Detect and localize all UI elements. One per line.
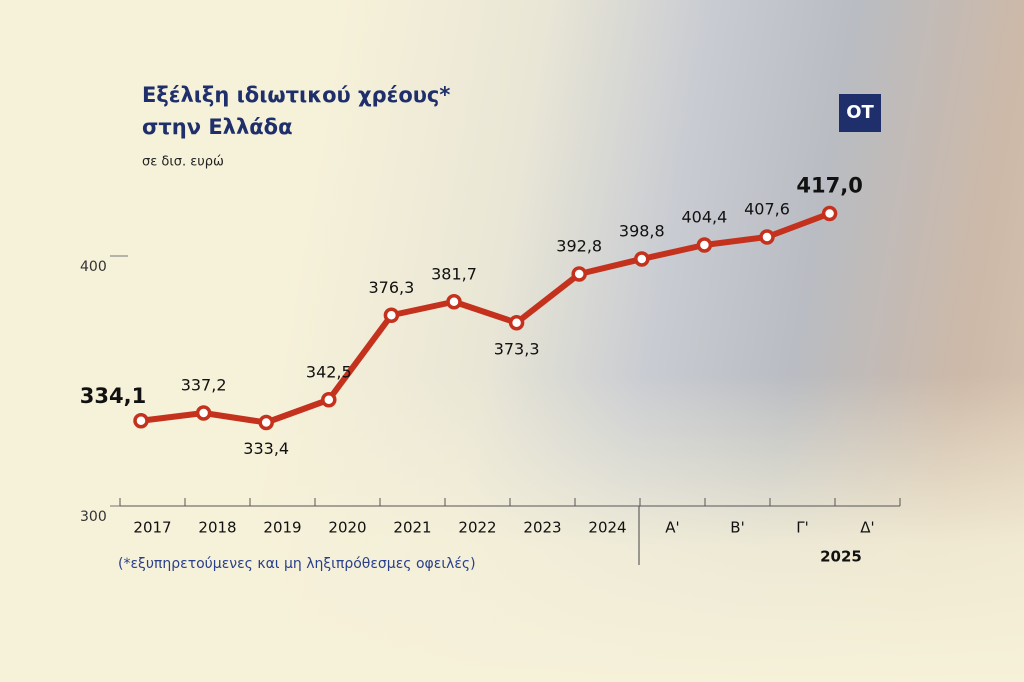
x-tick-label: 2017 [133,519,171,537]
point [446,294,462,310]
chart-title: Εξέλιξη ιδιωτικού χρέους* [142,83,450,107]
value-label: 337,2 [181,376,227,395]
y-tick-label: 400 [80,259,107,275]
value-label: 398,8 [619,222,665,241]
logo-box [839,94,881,132]
point [258,414,274,431]
value-label: 334,1 [80,384,146,408]
point [759,229,775,245]
point [133,413,149,429]
value-label: 373,3 [494,339,540,358]
x-tick-label: 2024 [588,519,626,537]
point [195,405,212,421]
chart-title: στην Ελλάδα [142,115,293,139]
point [383,307,400,323]
footnote: (*εξυπηρετούμενες και μη ληξιπρόθεσμες ο… [118,556,476,572]
x-tick-label: Α' [665,519,679,537]
y-tick-label: 300 [80,509,107,525]
x-tick-label: 2020 [328,519,366,537]
point [508,315,525,331]
x-tick-label: 2018 [198,519,236,537]
group-label: 2025 [820,548,862,566]
x-tick-label: 2021 [393,519,431,537]
value-label: 404,4 [681,208,727,227]
x-tick-label: Δ' [860,519,874,537]
point [821,205,838,222]
value-label: 376,3 [368,278,414,297]
value-label: 333,4 [243,439,289,458]
x-tick-label: 2023 [523,519,561,537]
logo: ΟΤ [846,102,874,123]
value-label: 392,8 [556,237,602,256]
x-tick-label: Β' [730,519,744,537]
x-tick-label: 2022 [458,519,496,537]
point [696,237,713,253]
chart-subtitle: σε δισ. ευρώ [142,155,224,170]
value-label: 407,6 [744,200,790,219]
value-label: 417,0 [796,174,862,198]
x-tick-label: Γ' [796,519,808,537]
x-tick-label: 2019 [263,519,301,537]
line [140,210,831,426]
point [634,251,650,267]
value-label: 381,7 [431,264,477,283]
point [571,266,587,282]
value-label: 342,5 [306,362,352,381]
point [321,392,337,408]
